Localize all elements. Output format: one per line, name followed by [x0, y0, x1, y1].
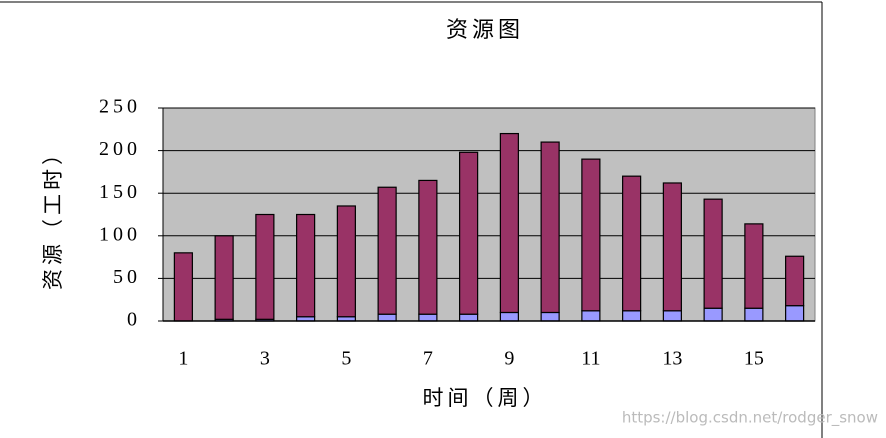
bar-segment — [377, 313, 397, 322]
bar-segment — [214, 235, 234, 320]
bar-segment — [499, 311, 519, 322]
bar-segment — [744, 223, 764, 309]
y-tick-label: 0 — [127, 309, 141, 331]
x-tick-label: 7 — [423, 348, 433, 370]
x-tick-label: 1 — [178, 348, 188, 370]
bar-segment — [540, 311, 560, 322]
bar-segment — [703, 307, 723, 322]
bar-segment — [459, 151, 479, 315]
y-tick-label: 100 — [99, 223, 141, 245]
bar-segment — [459, 313, 479, 322]
bar-segment — [499, 132, 519, 314]
x-tick-label: 9 — [504, 348, 514, 370]
bar-segment — [703, 198, 723, 309]
bar-segment — [377, 186, 397, 315]
bar-segment — [296, 213, 316, 318]
x-axis-label: 时间（周） — [423, 386, 548, 410]
watermark: https://blog.csdn.net/rodger_snow — [622, 409, 878, 428]
bar-segment — [581, 310, 601, 322]
y-tick-label: 50 — [113, 266, 141, 288]
bar-segment — [540, 141, 560, 314]
bar-segment — [173, 252, 193, 322]
bar-segment — [336, 205, 356, 318]
bar-segment — [255, 213, 275, 320]
bar-segment — [662, 182, 682, 312]
x-tick-label: 15 — [744, 348, 764, 370]
bar-segment — [418, 313, 438, 322]
y-tick-label: 250 — [99, 96, 141, 118]
bar-segment — [581, 158, 601, 312]
bar-segment — [662, 310, 682, 322]
bar-segment — [785, 305, 805, 322]
y-tick-label: 200 — [99, 138, 141, 160]
x-tick-label: 5 — [341, 348, 351, 370]
bar-segment — [622, 175, 642, 312]
chart-title: 资源图 — [446, 17, 524, 42]
bar-segment — [622, 310, 642, 322]
x-tick-label: 11 — [581, 348, 600, 370]
y-axis-label: 资源（工时） — [41, 140, 65, 290]
x-tick-label: 13 — [662, 348, 682, 370]
x-tick-label: 3 — [260, 348, 270, 370]
y-tick-label: 150 — [99, 181, 141, 203]
bar-segment — [785, 255, 805, 307]
bar-segment — [744, 307, 764, 322]
bar-segment — [418, 179, 438, 315]
